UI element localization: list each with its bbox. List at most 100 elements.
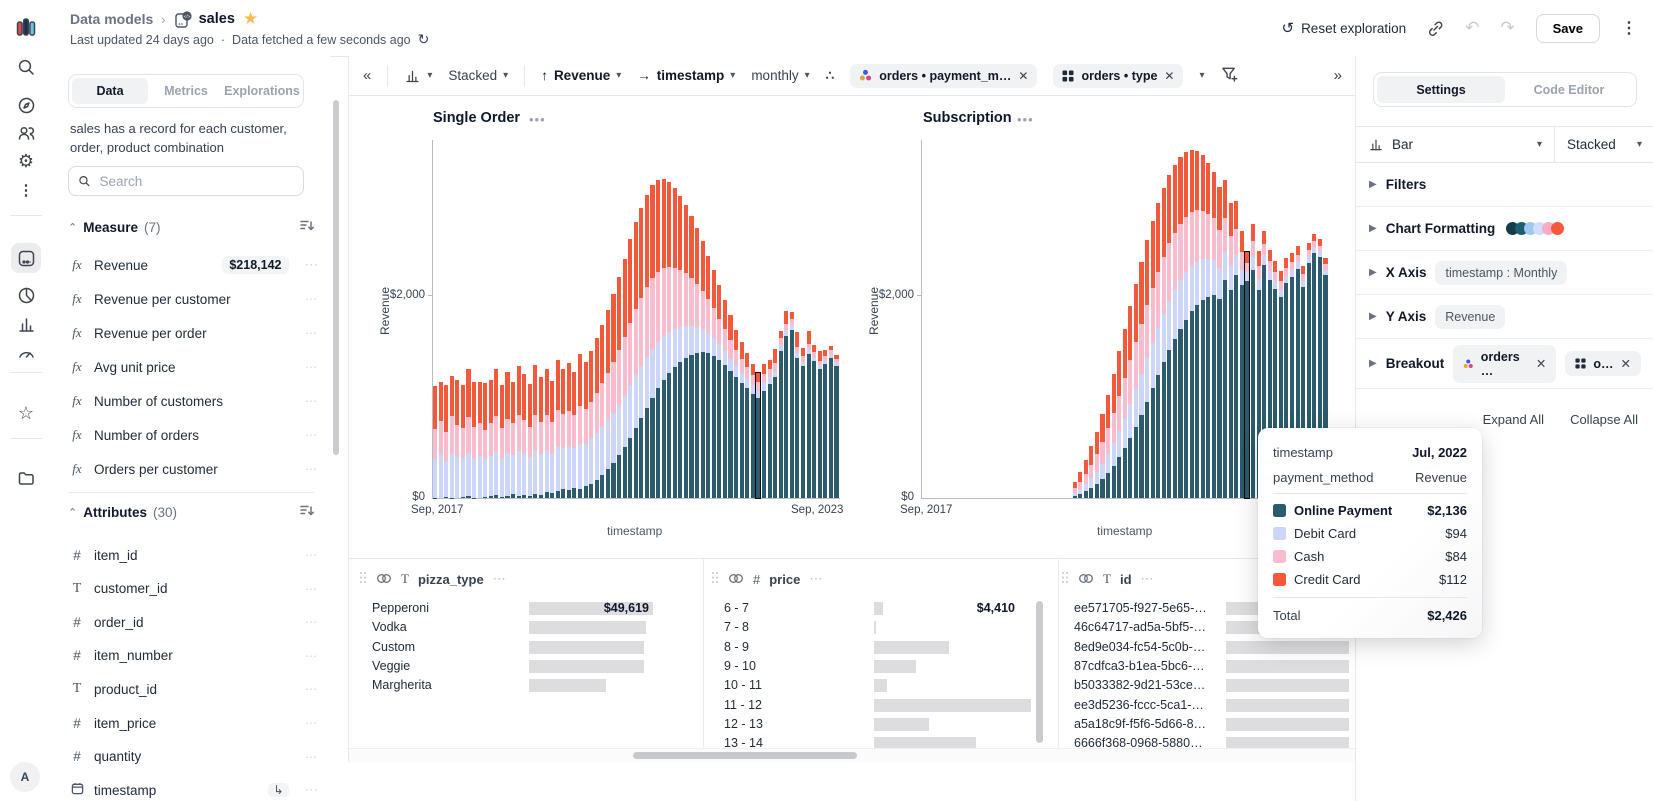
stacked-bar[interactable] — [544, 368, 549, 498]
compass-explore-icon[interactable] — [11, 90, 41, 120]
collapse-all-button[interactable]: Collapse All — [1570, 412, 1638, 427]
measure-row[interactable]: fx Number of customers ⋯ — [68, 389, 318, 413]
breakout-pill-payment-method[interactable]: orders • payment_m… ✕ — [850, 63, 1038, 88]
table-row[interactable]: Margherita — [349, 676, 704, 695]
row-kebab-icon[interactable]: ⋯ — [305, 615, 318, 630]
attribute-row[interactable]: # item_number ⋯ — [68, 644, 318, 668]
stacked-bar[interactable] — [778, 330, 783, 498]
stacked-bar[interactable] — [444, 385, 449, 498]
stacked-bar[interactable] — [1234, 201, 1239, 498]
stacked-bar[interactable] — [755, 371, 762, 500]
header-kebab-icon[interactable]: ⋮ — [1621, 20, 1637, 37]
chevron-down-icon[interactable]: ▾ — [1199, 70, 1205, 81]
stacked-bar[interactable] — [1178, 157, 1183, 498]
granularity-picker[interactable]: monthly ▾ — [751, 68, 809, 83]
row-kebab-icon[interactable]: ⋯ — [304, 782, 319, 798]
table-row[interactable]: 9 - 10 — [704, 657, 1059, 676]
stacked-bar[interactable] — [522, 374, 527, 498]
table-row[interactable]: 7 - 8 — [704, 618, 1059, 637]
stacked-bar[interactable] — [550, 380, 555, 498]
stacked-bar[interactable] — [667, 181, 672, 498]
tab-metrics[interactable]: Metrics — [164, 84, 208, 98]
stacked-bar[interactable] — [728, 315, 733, 498]
table-row[interactable]: 10 - 11 — [704, 676, 1059, 695]
stacked-bar[interactable] — [438, 382, 443, 498]
stacked-bar[interactable] — [750, 364, 755, 498]
table-row[interactable]: Custom — [349, 638, 704, 657]
stacked-bar[interactable] — [472, 381, 477, 498]
save-button[interactable]: Save — [1535, 13, 1600, 43]
pane-scrollbar-thumb[interactable] — [1036, 601, 1043, 743]
column-kebab-icon[interactable]: ⋯ — [809, 571, 824, 586]
search-input[interactable] — [97, 172, 294, 190]
stacked-bar[interactable] — [1200, 155, 1205, 498]
stacked-bar[interactable] — [1145, 240, 1150, 498]
stacked-bar[interactable] — [800, 347, 806, 498]
stacked-bar[interactable] — [1301, 265, 1306, 498]
table-row[interactable]: 6666f368-0968-5880… — [1059, 734, 1356, 749]
table-row[interactable]: 11 - 12 — [704, 696, 1059, 715]
stacked-bar[interactable] — [511, 381, 516, 498]
table-row[interactable]: 6 - 7 $4,410 — [704, 599, 1059, 618]
column-kebab-icon[interactable]: ⋯ — [1140, 571, 1155, 586]
stacked-bar[interactable] — [483, 383, 488, 498]
measure-row[interactable]: fx Revenue $218,142 ⋯ — [68, 253, 318, 277]
stacked-bar[interactable] — [1262, 231, 1267, 498]
row-kebab-icon[interactable]: ⋯ — [305, 360, 318, 374]
stacked-bar[interactable] — [1306, 242, 1311, 498]
stacked-bar[interactable] — [1111, 373, 1116, 498]
stacked-bar[interactable] — [605, 310, 610, 498]
stacked-bar[interactable] — [466, 368, 471, 498]
sort-icon[interactable] — [300, 504, 314, 520]
stacked-bar[interactable] — [828, 345, 833, 498]
stacked-bar[interactable] — [1295, 246, 1300, 498]
row-kebab-icon[interactable]: ⋯ — [305, 428, 318, 442]
stacked-bar[interactable] — [1206, 162, 1211, 498]
stacked-bar[interactable] — [505, 372, 510, 498]
tab-explorations[interactable]: Explorations — [224, 84, 300, 98]
stacked-bar[interactable] — [1228, 202, 1233, 498]
stacked-bar[interactable] — [460, 385, 465, 498]
stacked-bar[interactable] — [516, 366, 521, 498]
table-row[interactable]: Vodka — [349, 618, 704, 637]
stacked-bar[interactable] — [499, 385, 504, 498]
stacked-bar[interactable] — [1223, 180, 1228, 498]
stacked-bar[interactable] — [739, 341, 744, 498]
stacked-bar[interactable] — [784, 311, 789, 498]
stacked-bar[interactable] — [1312, 233, 1317, 498]
users-icon[interactable] — [11, 118, 41, 148]
x-axis-pill[interactable]: timestamp : Monthly — [1435, 260, 1568, 285]
pie-chart-icon[interactable] — [11, 280, 41, 310]
stacked-bar[interactable] — [616, 276, 622, 498]
breadcrumb-data-models[interactable]: Data models — [70, 11, 154, 27]
stacked-bar[interactable] — [488, 379, 493, 498]
stacked-bar[interactable] — [1278, 271, 1283, 498]
stacked-bar[interactable] — [1117, 351, 1122, 498]
stacked-bar[interactable] — [795, 332, 800, 498]
horizontal-scrollbar-track[interactable] — [349, 748, 1356, 763]
stacked-bar[interactable] — [1089, 446, 1094, 498]
drag-handle-icon[interactable] — [1061, 571, 1069, 587]
stacked-bar[interactable] — [527, 384, 532, 498]
folder-icon[interactable] — [11, 463, 41, 493]
row-kebab-icon[interactable]: ⋯ — [305, 548, 318, 562]
row-kebab-icon[interactable]: ⋯ — [305, 716, 318, 730]
close-icon[interactable]: ✕ — [1535, 357, 1547, 371]
stacked-bar[interactable] — [817, 351, 822, 498]
stacked-bar[interactable] — [572, 371, 577, 498]
stacked-bar[interactable] — [812, 344, 817, 498]
table-row[interactable]: Veggie — [349, 657, 704, 676]
stacked-bar[interactable] — [1195, 151, 1200, 498]
row-kebab-icon[interactable]: ⋯ — [305, 581, 318, 596]
chart-kebab-icon[interactable]: ••• — [529, 112, 546, 127]
measure-section-header[interactable]: ⌃ Measure (7) — [68, 219, 314, 235]
stacked-bar[interactable] — [1167, 174, 1172, 498]
section-filters[interactable]: ▶ Filters — [1356, 163, 1653, 207]
color-palette[interactable] — [1506, 222, 1565, 235]
sort-icon[interactable] — [300, 219, 314, 235]
attribute-row[interactable]: # item_id ⋯ — [68, 543, 318, 567]
drag-handle-icon[interactable] — [711, 571, 719, 587]
